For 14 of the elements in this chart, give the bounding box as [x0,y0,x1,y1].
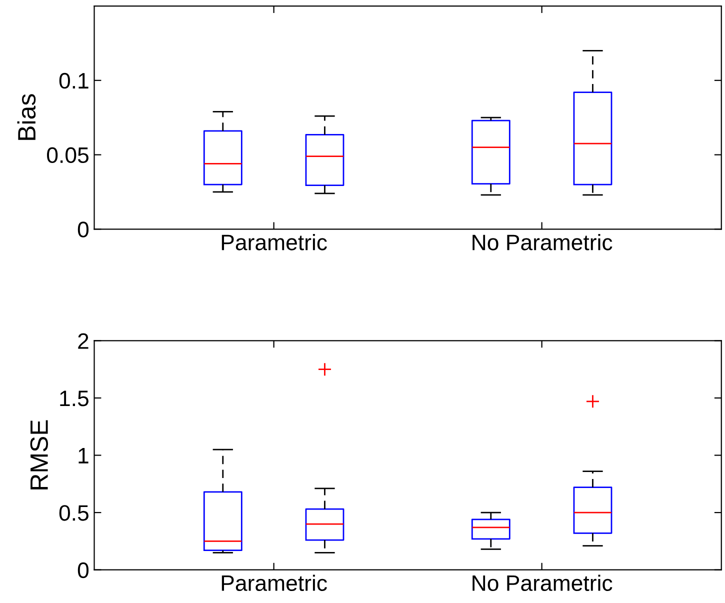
y-tick-label: 0 [78,222,89,238]
y-tick-label: 1.5 [60,390,88,406]
x-tick-label: No Parametric [472,574,612,592]
y-axis-title: RMSE [30,420,48,490]
x-tick-label: Parametric [222,574,327,592]
y-tick-label: 0.5 [59,505,88,521]
y-tick-label: 1 [78,448,88,464]
x-tick-label: No Parametric [472,234,612,250]
y-tick-label: 0 [78,562,89,578]
x-tick-label: Parametric [222,234,327,250]
y-axis-title: Bias [17,94,36,140]
y-tick-label: 0.1 [59,72,88,89]
y-tick-label: 2 [78,333,88,349]
y-tick-label: 0.05 [47,147,88,164]
